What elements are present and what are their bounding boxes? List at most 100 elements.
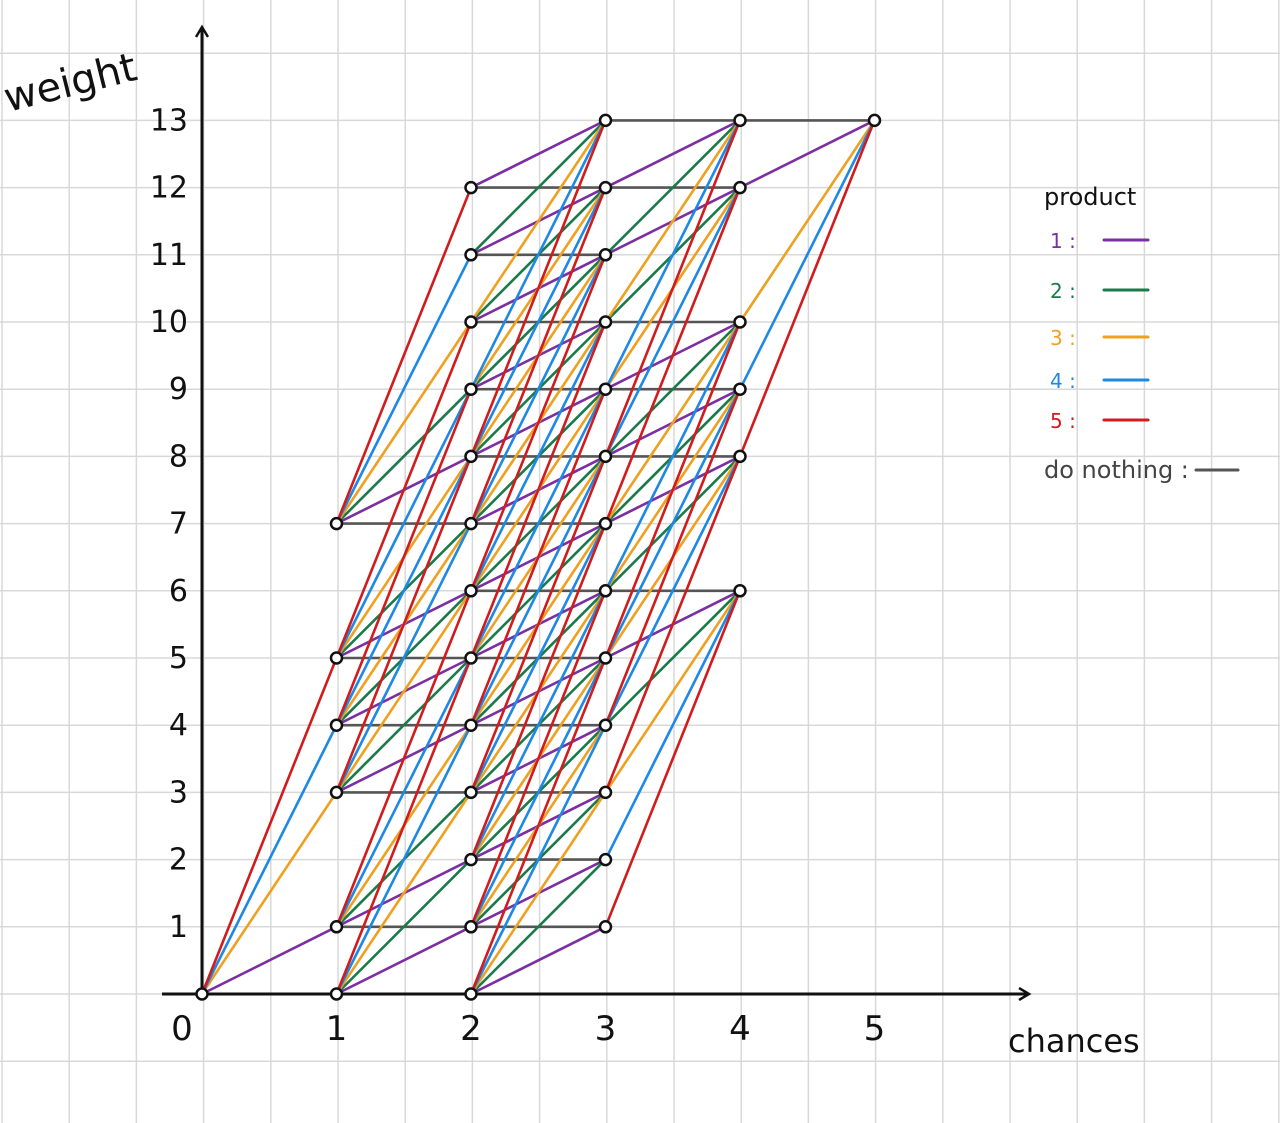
edge-product-3: [604, 589, 742, 794]
edge-product-5: [604, 119, 742, 458]
edge-product-2: [604, 119, 742, 257]
x-tick-label: 0: [171, 1009, 193, 1049]
edge-product-2: [469, 858, 607, 996]
edge-product-5: [469, 320, 607, 660]
state-node: [464, 718, 478, 732]
edge-product-1: [469, 925, 607, 996]
transition-edges: [200, 119, 876, 996]
edge-product-4: [200, 723, 338, 996]
edge-product-3: [604, 119, 742, 324]
legend-label: 3 :: [1050, 326, 1076, 350]
state-node: [464, 584, 478, 598]
x-tick-label: 4: [729, 1009, 751, 1049]
edge-product-4: [469, 320, 607, 593]
edge-product-5: [335, 320, 473, 660]
state-node: [598, 920, 613, 934]
edge-product-4: [469, 119, 607, 391]
state-node: [464, 516, 478, 531]
edge-product-3: [469, 119, 607, 324]
y-tick-label: 2: [169, 843, 188, 878]
state-node: [464, 382, 478, 396]
edge-product-5: [335, 589, 473, 929]
edge-product-4: [335, 723, 473, 996]
edge-product-5: [604, 387, 742, 727]
edge-product-5: [469, 656, 607, 996]
state-node: [598, 248, 613, 262]
edge-product-5: [200, 656, 338, 996]
edge-product-4: [604, 589, 742, 861]
state-node: [598, 852, 613, 867]
y-tick-label: 13: [150, 103, 188, 138]
edge-product-4: [335, 455, 473, 727]
state-node: [329, 920, 344, 934]
x-tick-label: 3: [595, 1009, 617, 1049]
edge-product-5: [604, 320, 742, 660]
y-tick-label: 4: [169, 708, 188, 743]
state-node: [733, 180, 747, 195]
edge-product-1: [335, 925, 473, 996]
y-tick-label: 10: [150, 305, 188, 340]
edge-product-5: [604, 589, 742, 929]
edge-product-4: [469, 253, 607, 525]
legend-item-3: 3 :: [1050, 326, 1150, 350]
state-node: [195, 987, 209, 1001]
axes: [162, 28, 1028, 994]
edge-product-4: [469, 387, 607, 660]
y-tick-label: 3: [169, 775, 188, 810]
state-node: [598, 584, 613, 598]
state-node: [464, 987, 478, 1001]
edge-product-5: [335, 455, 473, 794]
edge-product-5: [469, 186, 607, 525]
edge-product-5: [335, 387, 473, 727]
edge-product-4: [604, 119, 742, 391]
edge-product-2: [335, 656, 473, 794]
y-tick-label: 6: [169, 574, 188, 609]
state-nodes: [195, 113, 882, 1001]
state-node: [464, 180, 478, 195]
edge-product-4: [738, 119, 876, 391]
legend-item-do-nothing: do nothing :: [1044, 456, 1240, 484]
edge-product-5: [335, 186, 473, 525]
edge-product-4: [469, 723, 607, 996]
edge-product-4: [469, 656, 607, 929]
edge-product-4: [469, 589, 607, 861]
state-node: [733, 449, 747, 464]
edge-product-5: [738, 119, 876, 458]
y-tick-label: 12: [150, 171, 188, 206]
edge-product-5: [469, 589, 607, 929]
y-axis-label: weight: [0, 44, 141, 121]
edge-product-1: [604, 119, 742, 189]
edge-product-5: [469, 119, 607, 458]
state-node: [598, 785, 613, 800]
legend-label: 4 :: [1050, 369, 1076, 393]
y-tick-label: 7: [169, 507, 188, 542]
legend-label: 5 :: [1050, 409, 1076, 433]
state-node: [464, 651, 478, 665]
edge-product-4: [335, 522, 473, 794]
state-node: [329, 651, 344, 665]
edge-product-5: [469, 522, 607, 861]
state-node: [598, 180, 613, 195]
y-tick-label: 9: [169, 372, 188, 407]
edge-product-4: [335, 656, 473, 929]
legend-label: 1 :: [1050, 229, 1076, 253]
edge-product-4: [469, 186, 607, 458]
state-node: [598, 315, 613, 329]
state-node: [329, 718, 344, 732]
edge-product-5: [604, 455, 742, 794]
state-node: [329, 516, 344, 531]
edge-product-5: [469, 387, 607, 727]
edge-product-5: [469, 253, 607, 593]
edge-product-4: [469, 522, 607, 794]
edge-product-3: [335, 320, 473, 525]
legend-label: 2 :: [1050, 279, 1076, 303]
y-tick-label: 11: [150, 238, 188, 273]
x-tick-label: 1: [326, 1009, 348, 1049]
edge-product-5: [335, 656, 473, 996]
state-node: [733, 315, 747, 329]
state-node: [329, 785, 344, 800]
legend-item-4: 4 :: [1050, 369, 1150, 393]
state-node: [464, 785, 478, 800]
